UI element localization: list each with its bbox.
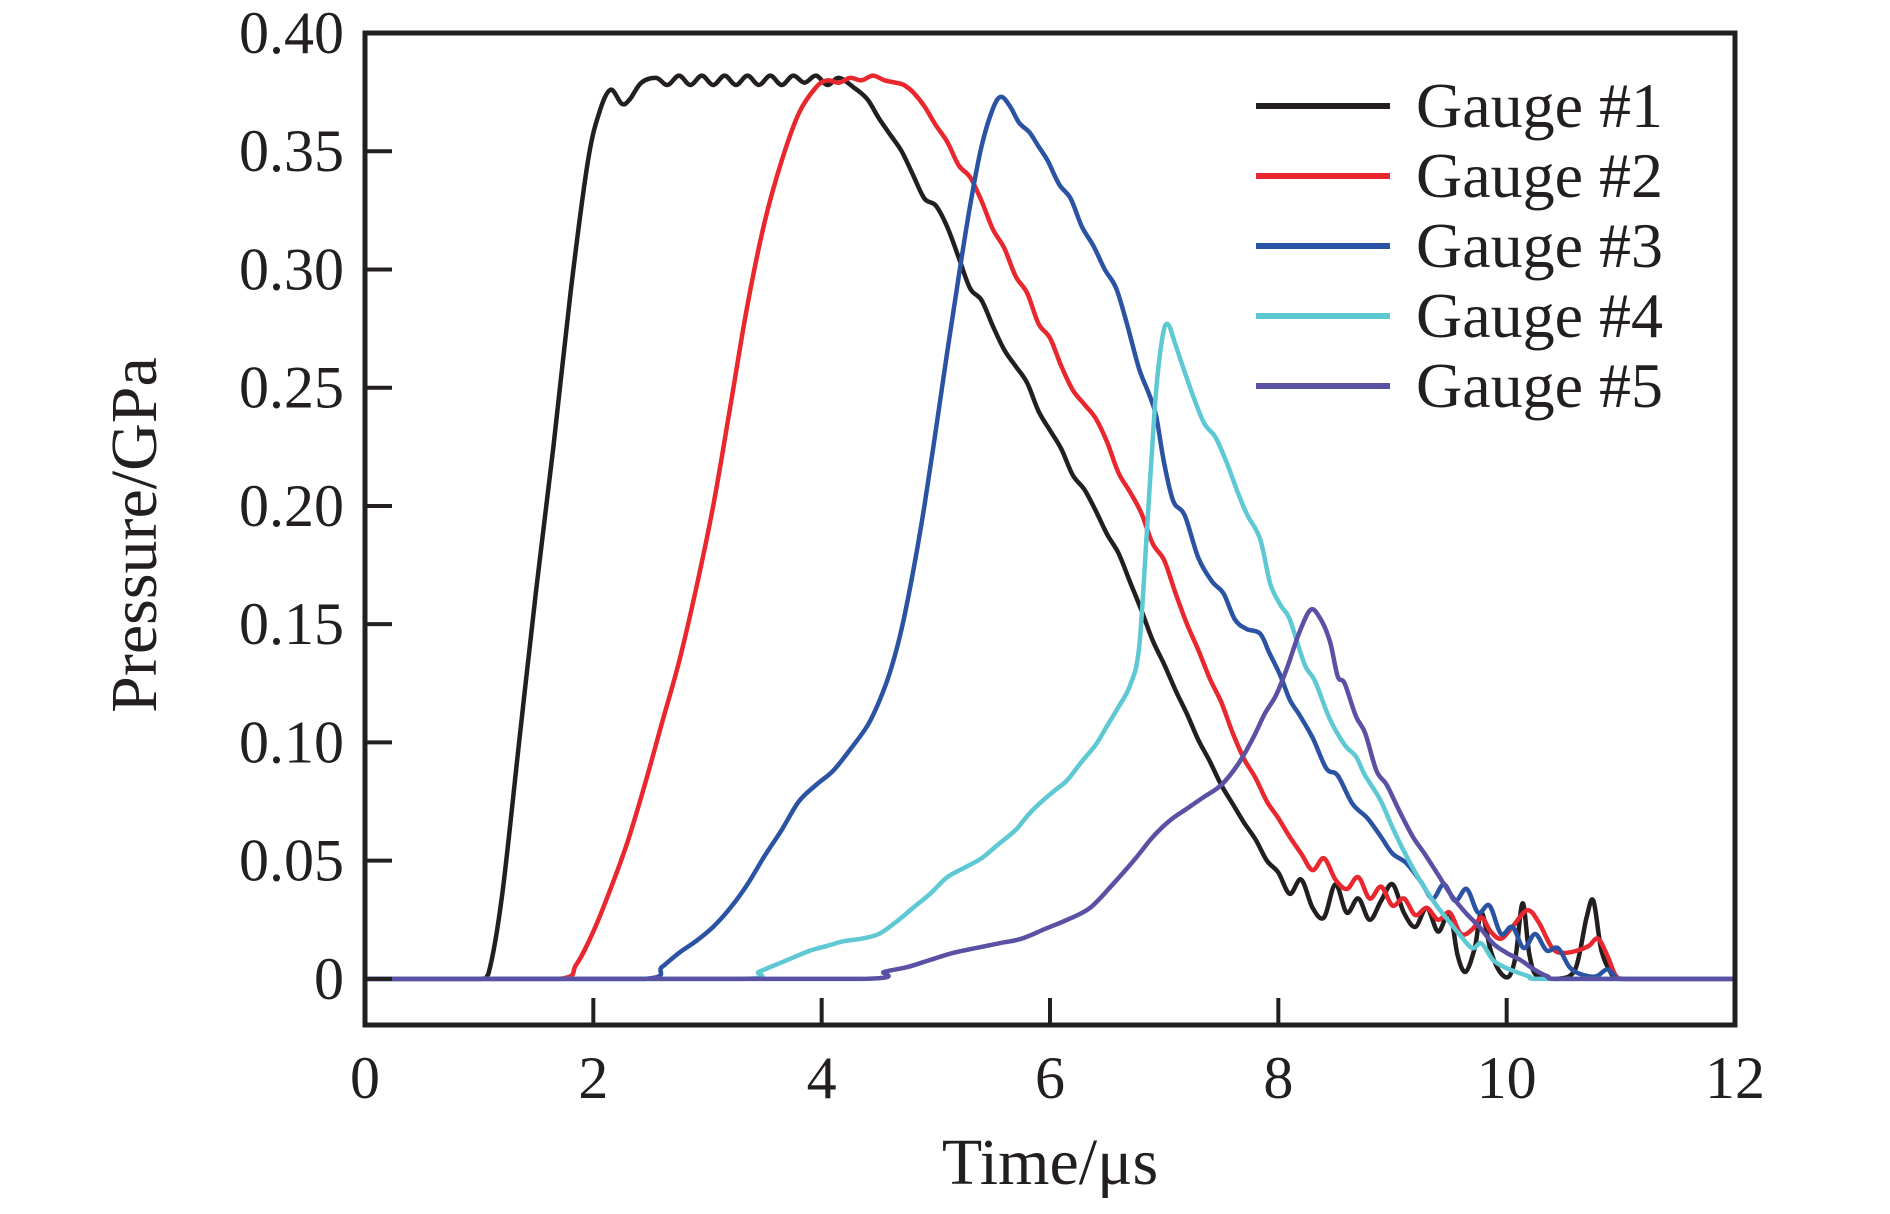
x-tick-label: 8 xyxy=(1263,1045,1293,1111)
legend-item-gauge-2: Gauge #2 xyxy=(1256,141,1663,211)
legend-swatch-icon xyxy=(1256,383,1390,389)
x-tick-label: 2 xyxy=(578,1045,608,1111)
legend-item-gauge-4: Gauge #4 xyxy=(1256,281,1663,351)
y-tick-label: 0 xyxy=(314,946,344,1012)
x-axis-title: Time/μs xyxy=(941,1126,1159,1199)
legend-item-gauge-1: Gauge #1 xyxy=(1256,71,1663,141)
legend-swatch-icon xyxy=(1256,173,1390,179)
x-tick-label: 10 xyxy=(1477,1045,1537,1111)
x-tick-label: 12 xyxy=(1705,1045,1765,1111)
curve-gauge-2 xyxy=(362,73,1738,982)
legend-swatch-icon xyxy=(1256,103,1390,109)
y-tick-label: 0.05 xyxy=(239,828,344,894)
y-tick-label: 0.15 xyxy=(239,591,344,657)
legend-label: Gauge #5 xyxy=(1416,350,1664,421)
curve-gauge-1 xyxy=(362,73,1738,982)
legend-swatch-icon xyxy=(1256,313,1390,319)
legend: Gauge #1 Gauge #2 Gauge #3 Gauge #4 Gauge #5 xyxy=(1256,71,1663,421)
y-axis-title: Pressure/GPa xyxy=(98,357,171,713)
curve-gauge-5 xyxy=(362,606,1738,982)
legend-item-gauge-3: Gauge #3 xyxy=(1256,211,1663,281)
x-tick-label: 4 xyxy=(807,1045,837,1111)
legend-item-gauge-5: Gauge #5 xyxy=(1256,351,1663,421)
y-tick-label: 0.20 xyxy=(239,473,344,539)
x-tick-label: 0 xyxy=(350,1045,380,1111)
legend-swatch-icon xyxy=(1256,243,1390,249)
legend-label: Gauge #2 xyxy=(1416,140,1664,211)
legend-label: Gauge #3 xyxy=(1416,210,1664,281)
y-tick-label: 0.30 xyxy=(239,236,344,302)
y-tick-label: 0.25 xyxy=(239,355,344,421)
plot-frame xyxy=(362,30,1738,1028)
curve-gauge-4 xyxy=(362,321,1738,982)
x-tick-label: 6 xyxy=(1035,1045,1065,1111)
curve-gauge-3 xyxy=(362,94,1738,982)
y-tick-label: 0.10 xyxy=(239,709,344,775)
y-tick-label: 0.35 xyxy=(239,118,344,184)
legend-label: Gauge #4 xyxy=(1416,280,1664,351)
legend-label: Gauge #1 xyxy=(1416,70,1664,141)
y-tick-label: 0.40 xyxy=(239,0,344,66)
